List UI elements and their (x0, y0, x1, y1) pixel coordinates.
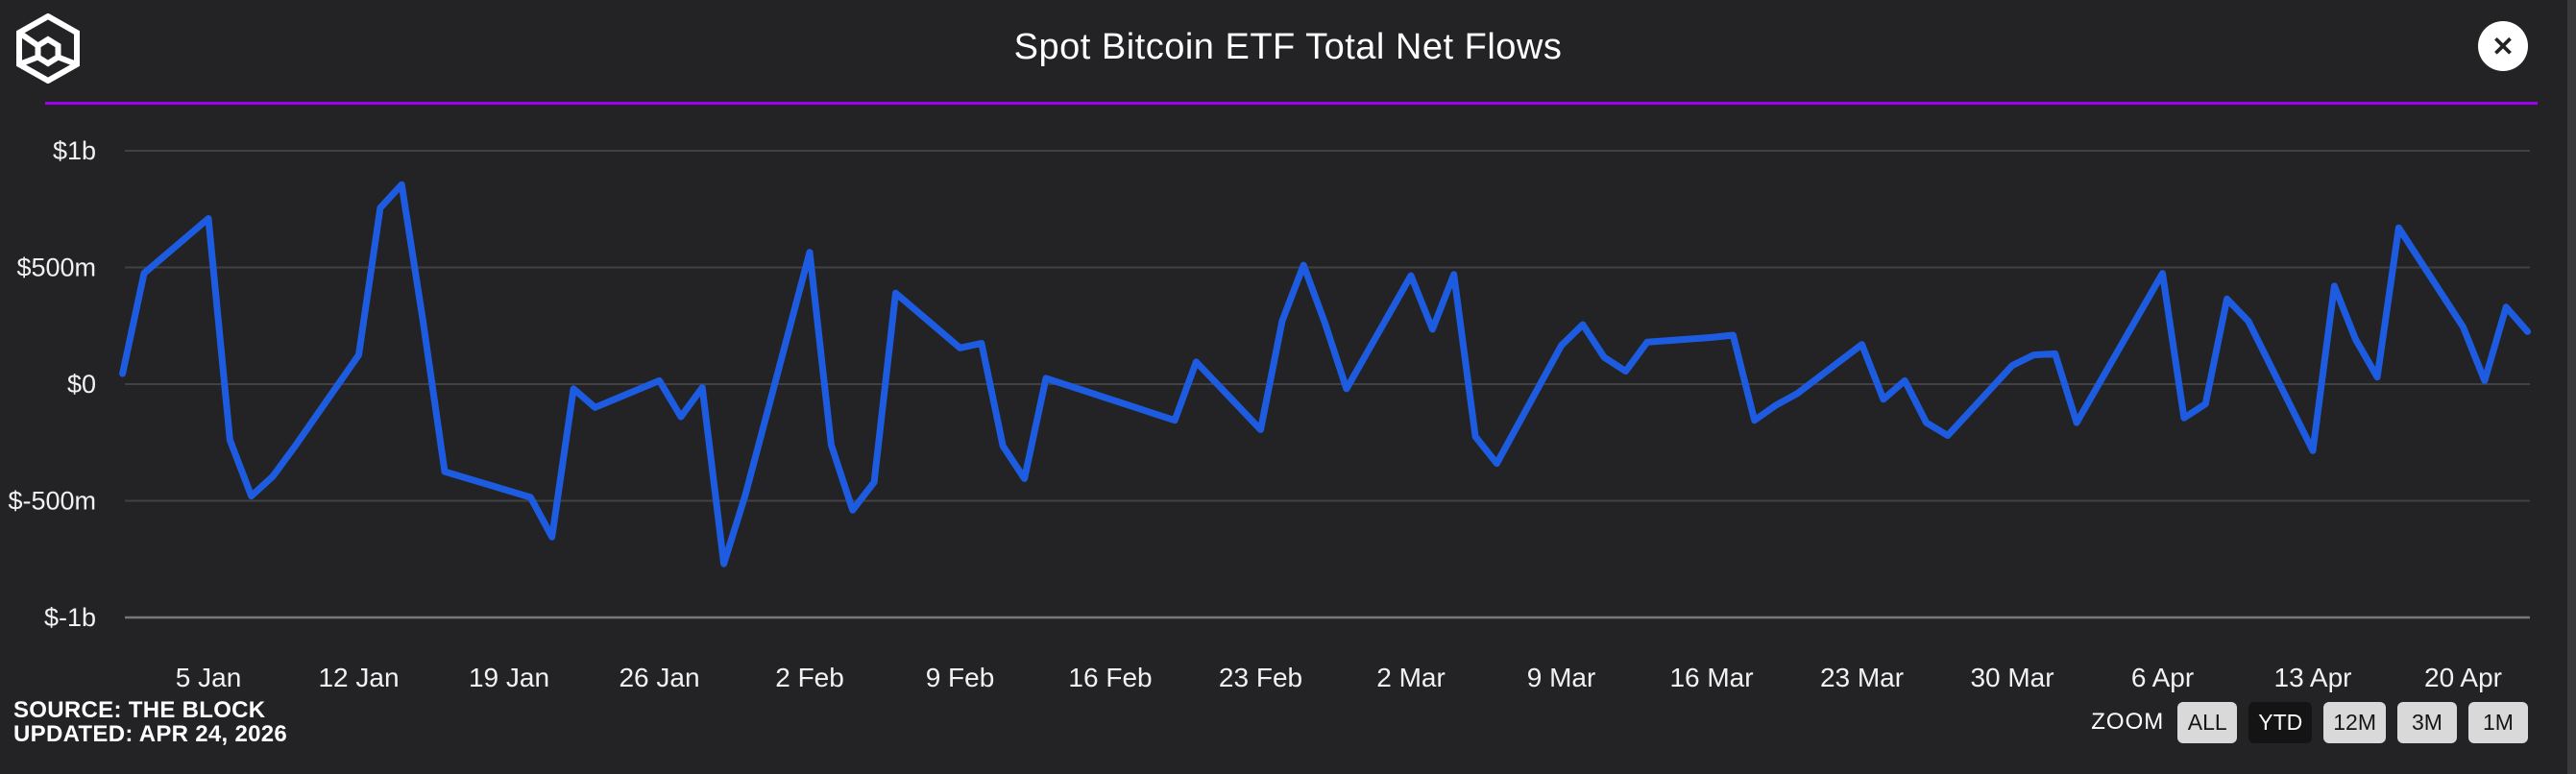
x-tick-label-26-Jan: 26 Jan (619, 663, 699, 692)
y-tick-label-$-500m: $-500m (8, 487, 96, 516)
x-tick-label-23-Mar: 23 Mar (1820, 663, 1904, 692)
zoom-button-12m[interactable]: 12M (2323, 701, 2386, 743)
zoom-button-1m[interactable]: 1M (2468, 701, 2528, 743)
scrollbar-track[interactable] (2567, 0, 2576, 774)
x-tick-label-9-Feb: 9 Feb (926, 663, 995, 692)
y-tick-label-$500m: $500m (16, 254, 96, 282)
x-tick-label-2-Mar: 2 Mar (1376, 663, 1446, 692)
zoom-button-ytd[interactable]: YTD (2248, 701, 2313, 743)
x-tick-label-13-Apr: 13 Apr (2274, 663, 2352, 692)
close-icon: ✕ (2491, 31, 2515, 61)
zoom-button-group: ALL YTD 12M 3M 1M (2177, 701, 2528, 743)
the-block-logo-icon[interactable] (16, 13, 80, 84)
chart-line-series[interactable] (119, 181, 2532, 568)
x-tick-label-16-Feb: 16 Feb (1068, 663, 1152, 692)
zoom-button-3m[interactable]: 3M (2397, 701, 2457, 743)
updated-line: UPDATED: APR 24, 2026 (13, 721, 288, 747)
source-line: SOURCE: THE BLOCK (13, 697, 266, 723)
purple-divider (45, 102, 2538, 105)
close-button[interactable]: ✕ (2478, 21, 2528, 71)
y-tick-label-$-1b: $-1b (44, 603, 96, 632)
zoom-controls: ZOOM ALL YTD 12M 3M 1M (2091, 701, 2528, 743)
zoom-button-all[interactable]: ALL (2177, 701, 2238, 743)
x-tick-label-20-Apr: 20 Apr (2424, 663, 2502, 692)
x-tick-label-23-Feb: 23 Feb (1219, 663, 1302, 692)
x-tick-label-5-Jan: 5 Jan (176, 663, 242, 692)
x-tick-label-9-Mar: 9 Mar (1527, 663, 1596, 692)
x-tick-label-19-Jan: 19 Jan (469, 663, 549, 692)
page-title: Spot Bitcoin ETF Total Net Flows (1013, 27, 1563, 67)
zoom-controls-label: ZOOM (2091, 709, 2165, 735)
y-tick-label-$1b: $1b (53, 136, 96, 165)
source-attribution: SOURCE: THE BLOCK UPDATED: APR 24, 2026 (13, 698, 287, 746)
x-tick-label-2-Feb: 2 Feb (775, 663, 844, 692)
x-tick-label-16-Mar: 16 Mar (1669, 663, 1753, 692)
x-tick-label-12-Jan: 12 Jan (318, 663, 399, 692)
y-tick-label-$0: $0 (67, 370, 96, 399)
x-tick-label-30-Mar: 30 Mar (1970, 663, 2054, 692)
x-tick-label-6-Apr: 6 Apr (2131, 663, 2194, 692)
